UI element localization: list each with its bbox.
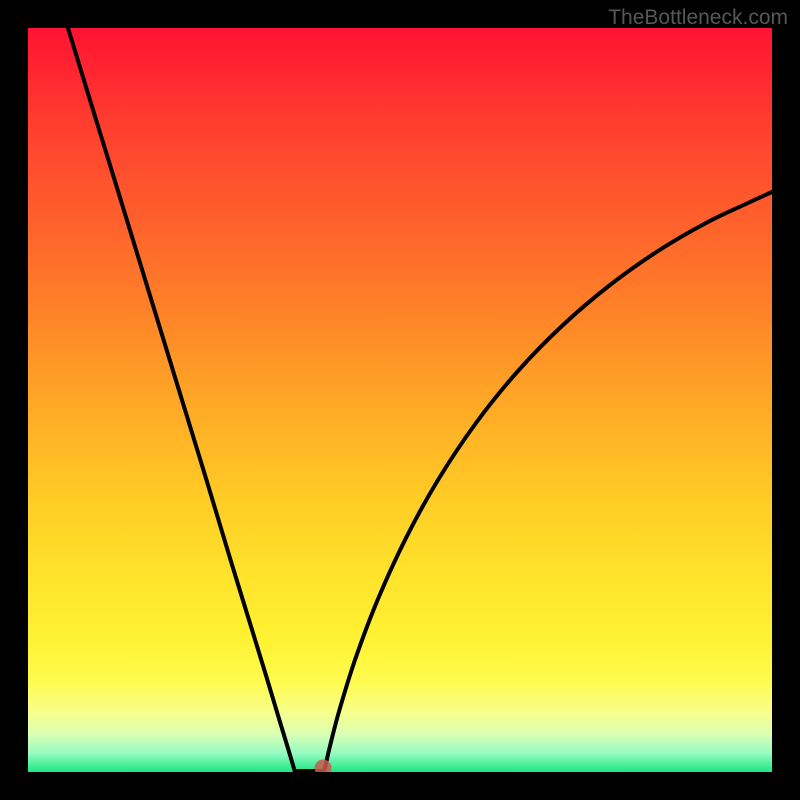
bottleneck-curve: [28, 28, 772, 772]
optimal-point-marker: [315, 760, 332, 773]
attribution-text: TheBottleneck.com: [608, 6, 788, 30]
plot-area: [28, 28, 772, 772]
